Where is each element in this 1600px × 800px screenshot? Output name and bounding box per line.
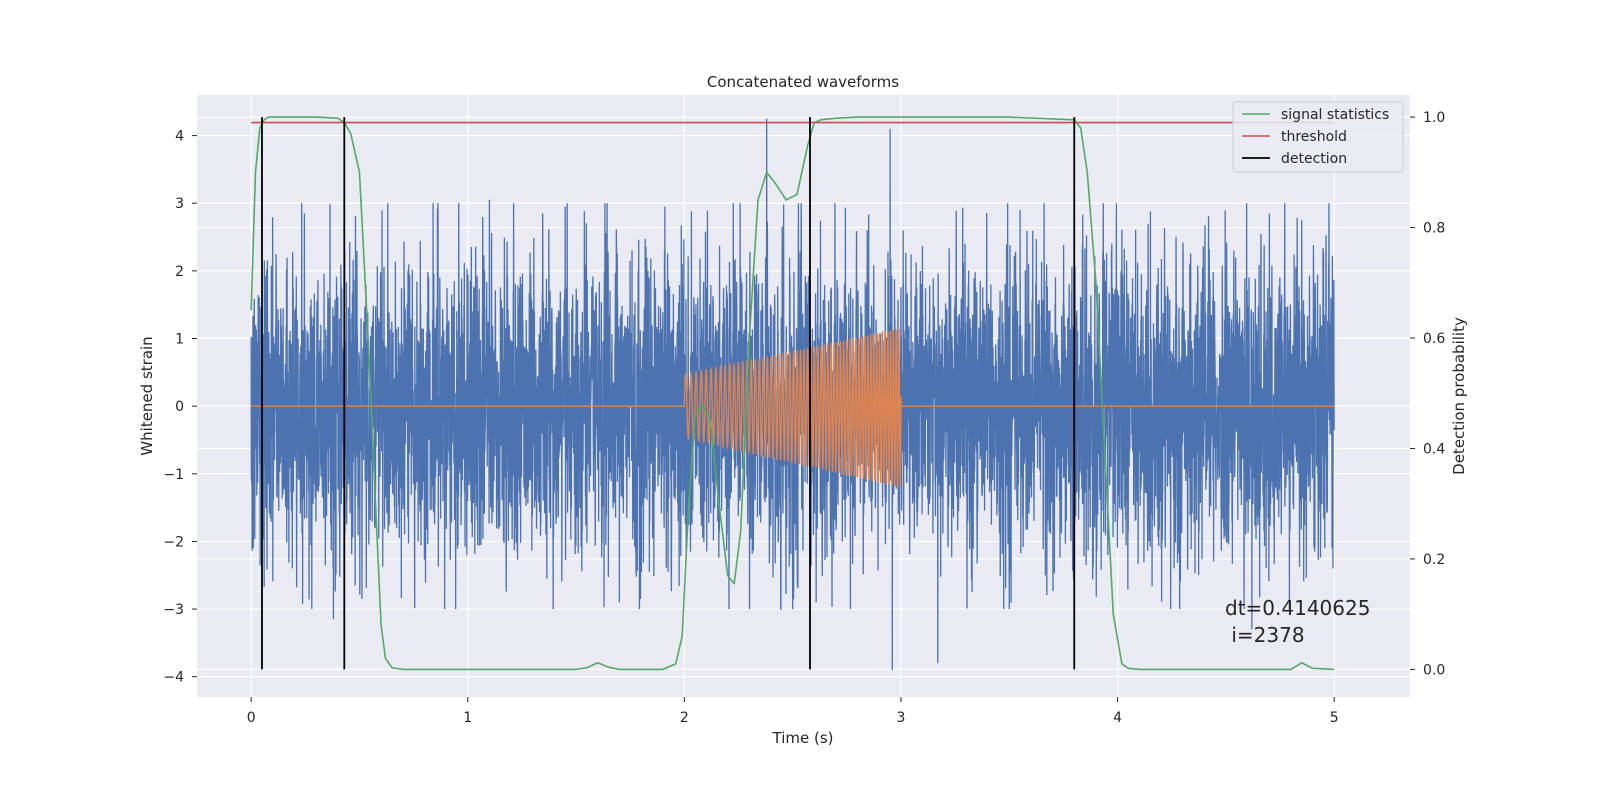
annotation-dt: dt=0.4140625 — [1225, 596, 1370, 620]
x-tick-label: 5 — [1330, 710, 1339, 726]
series-injected-signal-line — [251, 328, 1335, 488]
y2-tick-label: 0.4 — [1423, 441, 1445, 457]
legend-label-threshold: threshold — [1281, 129, 1347, 145]
annotation-i: i=2378 — [1225, 623, 1305, 647]
y-tick-label: −4 — [163, 670, 184, 686]
y-axis-right: 0.0 0.2 0.4 0.6 0.8 1.0 — [1410, 110, 1445, 678]
legend: signal statistics threshold detection — [1232, 101, 1404, 173]
y-axis-label: Whitened strain — [138, 336, 156, 455]
legend-label-detection: detection — [1281, 151, 1347, 167]
y-tick-label: 0 — [175, 399, 184, 415]
chart-title: Concatenated waveforms — [707, 73, 899, 91]
y2-tick-label: 0.8 — [1423, 221, 1445, 237]
x-tick-label: 1 — [463, 710, 472, 726]
y2-tick-label: 0.0 — [1423, 662, 1445, 678]
y-tick-label: −3 — [163, 602, 184, 618]
y-tick-label: 3 — [175, 196, 184, 212]
y-tick-label: −2 — [163, 534, 184, 550]
y-tick-label: 2 — [175, 264, 184, 280]
x-tick-label: 0 — [247, 710, 256, 726]
y2-tick-label: 1.0 — [1423, 110, 1445, 126]
annotation: dt=0.4140625 i=2378 — [1225, 596, 1370, 647]
y-tick-label: 1 — [175, 332, 184, 348]
y2-tick-label: 0.2 — [1423, 552, 1445, 568]
series-signal-statistics-line — [250, 116, 1335, 671]
x-axis: 0 1 2 3 4 5 — [247, 697, 1339, 726]
y-tick-label: 4 — [175, 129, 184, 145]
y-tick-label: −1 — [163, 467, 184, 483]
y2-axis-label: Detection probability — [1450, 317, 1468, 475]
x-tick-label: 4 — [1113, 710, 1122, 726]
x-tick-label: 2 — [680, 710, 689, 726]
legend-label-signal-statistics: signal statistics — [1281, 107, 1389, 123]
legend-box — [1232, 101, 1404, 173]
series-whitened-strain-line — [250, 118, 1335, 670]
y2-tick-label: 0.6 — [1423, 331, 1445, 347]
x-tick-label: 3 — [897, 710, 906, 726]
y-axis-left: −4 −3 −2 −1 0 1 2 3 4 — [163, 129, 197, 686]
plot-content — [250, 116, 1335, 671]
x-axis-label: Time (s) — [772, 729, 834, 747]
